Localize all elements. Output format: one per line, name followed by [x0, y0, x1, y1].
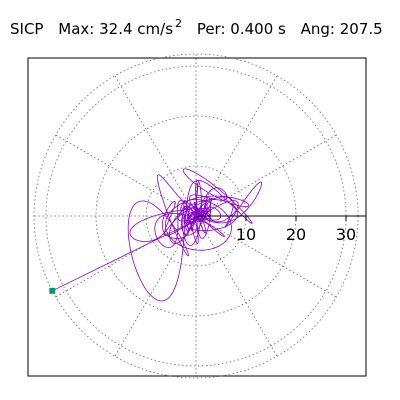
chart-header: SICP Max: 32.4 cm/s 2 Per: 0.400 s Ang: 2…: [10, 14, 383, 39]
orbit-path: [52, 168, 263, 302]
grid-spoke-330: [195, 215, 337, 298]
max-unit-exponent: 2: [175, 17, 183, 30]
station-code: SICP: [10, 20, 44, 38]
grid-spoke-300: [195, 215, 278, 357]
period-label: Per:: [196, 20, 226, 38]
grid-spoke-60: [195, 75, 278, 217]
radial-tick-label-30: 30: [336, 225, 356, 244]
grid-spoke-150: [55, 134, 197, 217]
angle-value: 207.5: [339, 20, 383, 38]
radial-tick-label-10: 10: [236, 225, 256, 244]
peak-marker-group: [49, 287, 56, 294]
period-value: 0.400 s: [230, 20, 286, 38]
peak-marker: [49, 287, 56, 294]
angle-label: Ang:: [300, 20, 335, 38]
radial-tick-label-20: 20: [286, 225, 306, 244]
max-label: Max:: [58, 20, 95, 38]
grid-spoke-210: [55, 215, 197, 298]
radial-axis: 10 20 30: [196, 215, 366, 244]
max-unit: cm/s: [137, 20, 174, 38]
orbit-trace: [52, 168, 263, 302]
plot-frame: [27, 57, 367, 377]
grid-spoke-240: [114, 215, 197, 357]
max-value: 32.4: [99, 20, 133, 38]
grid-spoke-120: [114, 75, 197, 217]
grid-spoke-30: [195, 134, 337, 217]
